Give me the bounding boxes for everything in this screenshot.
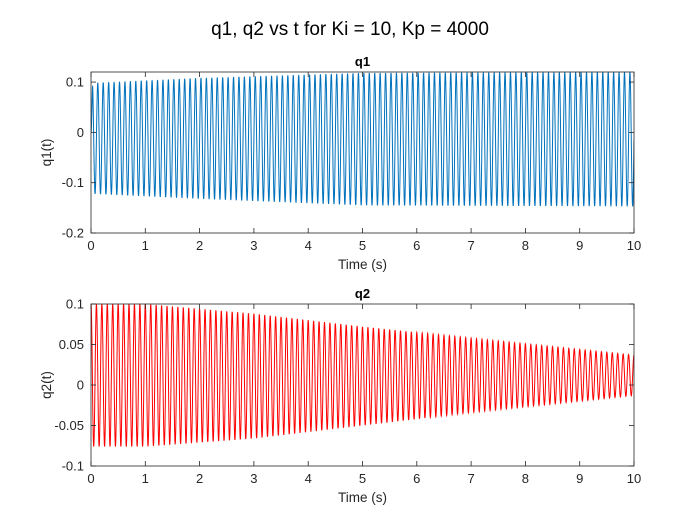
axes-1-x-tick-label: 5 [359,238,366,253]
axes-2-y-axis-label: q2(t) [39,371,54,399]
axes-2-y-tick-label: 0.05 [59,337,84,352]
axes-2-x-tick-label: 10 [627,471,641,486]
axes-1-x-tick-label: 9 [576,238,583,253]
axes-1-y-tick-label: -0.2 [62,226,84,241]
axes-1-x-axis-label: Time (s) [338,257,387,272]
axes-2-x-tick-label: 5 [359,471,366,486]
axes-1-x-tick-label: 3 [250,238,257,253]
axes-2-x-tick-label: 9 [576,471,583,486]
axes-2-x-tick-label: 4 [305,471,312,486]
axes-2-title: q2 [355,286,370,301]
axes-2-x-tick-label: 2 [196,471,203,486]
axes-1-x-tick-label: 1 [142,238,149,253]
axes-1-x-tick-label: 7 [467,238,474,253]
axes-2-y-tick-label: -0.1 [62,459,84,474]
axes-q1: 0 1 2 3 4 5 6 7 8 9 10 0.1 0 -0.1 -0.2 q1 Time (s) q1(t) [39,54,641,272]
axes-1-x-tick-label: 2 [196,238,203,253]
axes-2-x-tick-label: 8 [522,471,529,486]
axes-1-x-tick-label: 4 [305,238,312,253]
axes-2-x-tick-label: 6 [413,471,420,486]
axes-2-x-tick-label: 1 [142,471,149,486]
axes-q2: 0 1 2 3 4 5 6 7 8 9 10 0.1 0.05 0 -0.05 -0.1 q2 Time (s) q… [39,286,641,505]
axes-1-y-axis-label: q1(t) [39,139,54,167]
axes-2-y-tick-label: 0 [77,378,84,393]
axes-1-x-tick-label: 10 [627,238,641,253]
axes-1-x-tick-label: 0 [87,238,94,253]
axes-1-title: q1 [355,54,370,69]
axes-1-y-tick-label: 0.1 [66,75,84,90]
axes-1-y-tick-label: -0.1 [62,175,84,190]
axes-2-y-tick-label: 0.1 [66,297,84,312]
axes-2-x-tick-label: 0 [87,471,94,486]
figure-suptitle: q1, q2 vs t for Ki = 10, Kp = 4000 [211,19,489,40]
axes-1-series-line [91,72,634,207]
axes-2-x-tick-label: 7 [467,471,474,486]
axes-1-x-tick-label: 6 [413,238,420,253]
axes-1-x-tick-label: 8 [522,238,529,253]
axes-2-x-axis-label: Time (s) [338,490,387,505]
axes-2-y-tick-label: -0.05 [54,418,84,433]
axes-2-series-line [91,304,634,447]
axes-2-x-tick-label: 3 [250,471,257,486]
axes-1-y-tick-label: 0 [77,125,84,140]
